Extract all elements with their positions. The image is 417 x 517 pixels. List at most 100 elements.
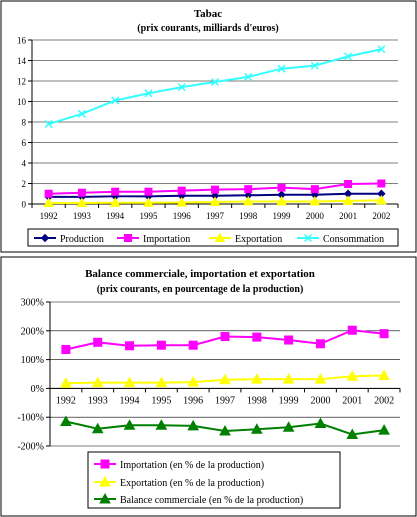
y-tick-label: 200% [21, 326, 44, 337]
data-point [111, 96, 120, 105]
data-point [377, 179, 386, 188]
legend-marker [100, 459, 110, 469]
legend-item: Importation [117, 234, 190, 245]
x-tick-label: 2000 [306, 211, 325, 221]
data-point [244, 72, 253, 81]
data-point [344, 52, 353, 61]
data-point [211, 185, 219, 194]
data-point [244, 185, 253, 194]
data-point [378, 369, 390, 380]
data-point [219, 424, 231, 436]
y-tick-label: 2 [22, 179, 27, 189]
legend-marker [124, 234, 132, 242]
legend-label: Consommation [323, 234, 384, 245]
x-tick-label: 1995 [139, 211, 158, 221]
y-tick-label: -100% [17, 413, 44, 424]
data-point [155, 419, 168, 430]
data-point [310, 185, 319, 194]
data-point [77, 188, 86, 197]
data-point [242, 195, 254, 206]
data-point [346, 428, 359, 439]
balance-chart-svg: Balance commerciale, importation et expo… [0, 256, 417, 517]
data-point [379, 329, 389, 339]
data-point [111, 187, 120, 196]
data-point [123, 376, 136, 388]
tabac-chart: Tabac (prix courants, milliards d'euros)… [0, 0, 417, 253]
data-point [377, 45, 386, 54]
x-tick-label: 1995 [151, 395, 171, 406]
legend-label: Production [60, 234, 104, 245]
y-tick-label: 14 [17, 56, 27, 66]
chart-subtitle: (prix courants, en pourcentage de la pro… [97, 284, 304, 295]
y-tick-label: 0% [31, 384, 44, 395]
data-point [91, 376, 104, 388]
legend-label: Balance commerciale (en % de la producti… [120, 495, 303, 506]
data-point [144, 187, 153, 196]
data-point [346, 370, 359, 381]
data-point [91, 422, 104, 434]
x-tick-label: 1993 [73, 211, 92, 221]
data-point [220, 332, 230, 342]
data-point [187, 419, 200, 431]
data-point [60, 415, 72, 427]
data-point [342, 195, 354, 205]
data-point [123, 419, 136, 430]
x-tick-label: 1999 [279, 395, 299, 406]
legend-marker [99, 475, 111, 487]
data-point [155, 376, 168, 388]
x-tick-label: 1997 [215, 395, 235, 406]
x-tick-label: 1998 [247, 395, 267, 406]
data-point [282, 373, 295, 384]
data-point [282, 421, 295, 432]
data-point [378, 424, 390, 435]
y-tick-label: 0 [22, 200, 27, 210]
data-point [188, 340, 198, 350]
x-tick-label: 2001 [342, 395, 362, 406]
x-tick-label: 2000 [310, 395, 330, 406]
legend-item: Production [34, 233, 104, 245]
data-point [93, 337, 103, 347]
legend-label: Importation (en % de la production) [120, 460, 264, 471]
legend-marker [214, 232, 226, 242]
legend-label: Exportation [235, 234, 282, 245]
legend-marker [99, 492, 111, 504]
data-point [44, 189, 53, 198]
x-tick-label: 2002 [372, 211, 390, 221]
y-tick-label: 300% [21, 298, 44, 309]
chart-subtitle: (prix courants, milliards d'euros) [137, 23, 278, 34]
data-point [177, 83, 186, 92]
data-point [210, 77, 220, 87]
y-tick-label: 12 [17, 77, 26, 87]
data-point [277, 64, 286, 73]
y-tick-label: 4 [22, 159, 27, 169]
data-point [176, 196, 188, 207]
x-tick-label: 1998 [239, 211, 258, 221]
data-point [347, 325, 357, 335]
y-tick-label: 16 [17, 36, 27, 46]
data-point [219, 373, 231, 385]
y-tick-label: 100% [21, 355, 44, 366]
data-point [250, 373, 263, 384]
legend-item: Importation (en % de la production) [94, 459, 264, 471]
y-tick-label: 10 [17, 97, 27, 107]
data-point [314, 417, 327, 429]
data-point [276, 195, 287, 206]
data-point [177, 186, 186, 195]
chart-title: Tabac [194, 8, 222, 20]
x-tick-label: 1994 [106, 211, 125, 221]
data-point [60, 377, 72, 388]
x-tick-label: 1992 [56, 395, 76, 406]
data-point [44, 120, 53, 129]
data-point [376, 194, 387, 205]
x-tick-label: 1994 [120, 395, 140, 406]
data-point [43, 197, 54, 207]
data-point [344, 180, 353, 189]
legend-item: Exportation [209, 232, 282, 245]
legend-label: Importation [143, 234, 190, 245]
x-tick-label: 1996 [173, 211, 192, 221]
tabac-chart-svg: Tabac (prix courants, milliards d'euros)… [0, 0, 417, 253]
x-tick-label: 1993 [88, 395, 108, 406]
balance-chart: Balance commerciale, importation et expo… [0, 256, 417, 517]
data-point [314, 373, 327, 384]
data-point [315, 339, 325, 349]
